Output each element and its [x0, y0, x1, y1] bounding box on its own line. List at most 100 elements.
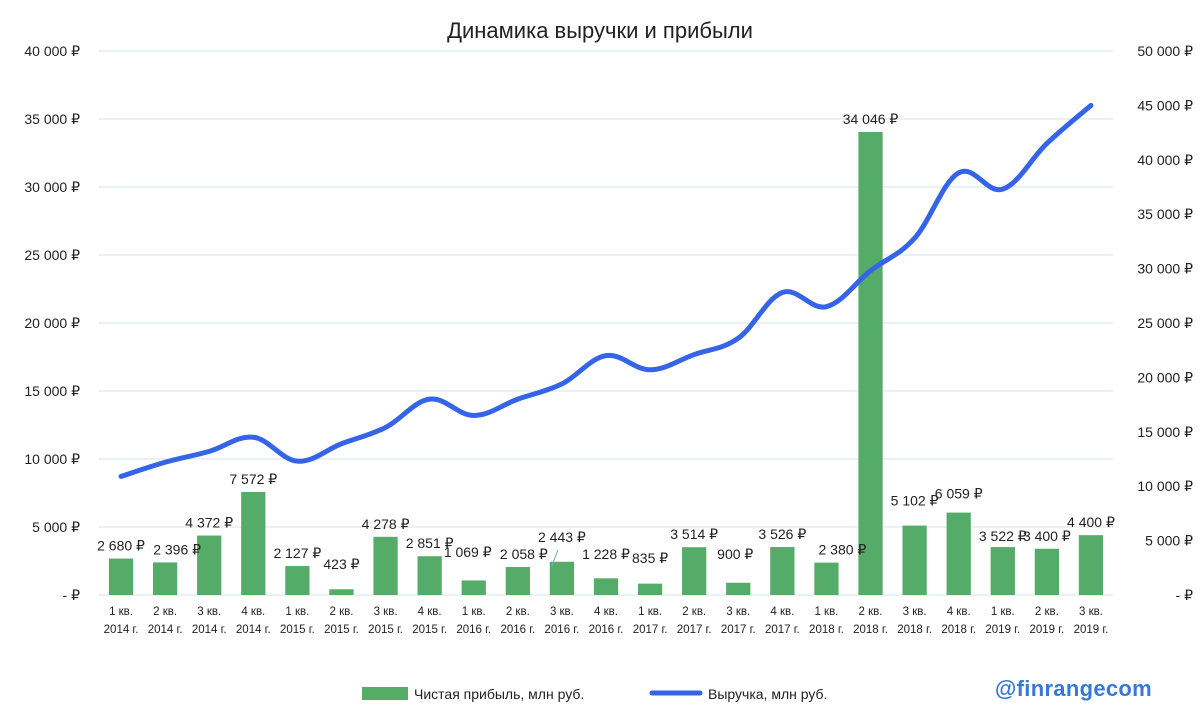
- category-label-year: 2014 г.: [192, 624, 227, 636]
- category-label-quarter: 3 кв.: [197, 606, 221, 618]
- bar: [814, 562, 839, 595]
- bar-data-label: 3 514 ₽: [670, 526, 718, 542]
- category-label-year: 2016 г.: [500, 624, 535, 636]
- category-label-quarter: 2 кв.: [153, 606, 177, 618]
- bar-data-label: 2 380 ₽: [819, 542, 867, 558]
- left-axis-tick-label: - ₽: [63, 587, 81, 603]
- bar-data-label: 4 400 ₽: [1067, 514, 1115, 530]
- category-label-quarter: 3 кв.: [726, 606, 750, 618]
- category-label-year: 2019 г.: [1074, 624, 1109, 636]
- category-label-quarter: 3 кв.: [1079, 606, 1103, 618]
- right-axis: - ₽ 5 000 ₽ 10 000 ₽ 15 000 ₽ 20 000 ₽ 25 000…: [1137, 43, 1193, 603]
- bar: [153, 562, 178, 595]
- legend: Чистая прибыль, млн руб. Выручка, млн ру…: [362, 686, 827, 702]
- category-label-quarter: 1 кв.: [814, 606, 838, 618]
- category-label-year: 2015 г.: [412, 624, 447, 636]
- gridlines: [99, 50, 1113, 596]
- category-labels: 1 кв. 2014 г. 2 кв. 2014 г. 3 кв. 2014 г. 4 кв…: [104, 606, 1109, 636]
- category-label-year: 2015 г.: [280, 624, 315, 636]
- bar: [726, 582, 751, 595]
- category-label-quarter: 2 кв.: [1035, 606, 1059, 618]
- category-label-year: 2018 г.: [809, 624, 844, 636]
- category-label-quarter: 4 кв.: [594, 606, 618, 618]
- bar: [770, 547, 795, 595]
- right-axis-tick-label: 15 000 ₽: [1137, 424, 1193, 440]
- category-label-quarter: 1 кв.: [462, 606, 486, 618]
- category-label-year: 2014 г.: [104, 624, 139, 636]
- bar-data-label: 835 ₽: [632, 550, 668, 566]
- category-label-quarter: 4 кв.: [241, 606, 265, 618]
- right-axis-tick-label: 45 000 ₽: [1137, 97, 1193, 113]
- bar: [1034, 548, 1059, 595]
- category-label-quarter: 4 кв.: [418, 606, 442, 618]
- left-axis: - ₽ 5 000 ₽ 10 000 ₽ 15 000 ₽ 20 000 ₽ 25 000…: [24, 43, 80, 603]
- category-label-year: 2017 г.: [633, 624, 668, 636]
- category-label-year: 2015 г.: [324, 624, 359, 636]
- category-label-year: 2017 г.: [765, 624, 800, 636]
- bar: [946, 512, 971, 595]
- bar-data-label: 2 127 ₽: [273, 545, 321, 561]
- right-axis-tick-label: 40 000 ₽: [1137, 152, 1193, 168]
- bar-series: [108, 131, 1104, 595]
- category-label-quarter: 1 кв.: [285, 606, 309, 618]
- revenue-line: [118, 102, 1094, 479]
- left-axis-tick-label: 30 000 ₽: [24, 179, 80, 195]
- bar-data-label: 2 443 ₽: [538, 529, 586, 545]
- bar-data-label: 1 069 ₽: [444, 544, 492, 560]
- category-label-year: 2018 г.: [941, 624, 976, 636]
- bar-data-label: 3 522 ₽: [979, 528, 1027, 544]
- watermark: @finrangecom: [994, 676, 1152, 701]
- right-axis-tick-label: 35 000 ₽: [1137, 206, 1193, 222]
- right-axis-tick-label: 25 000 ₽: [1137, 315, 1193, 331]
- right-axis-tick-label: - ₽: [1176, 587, 1194, 603]
- category-label-year: 2018 г.: [853, 624, 888, 636]
- bar: [197, 535, 222, 595]
- bar-data-label: 1 228 ₽: [582, 546, 630, 562]
- bar: [990, 547, 1015, 595]
- bar-data-label: 4 372 ₽: [185, 515, 233, 531]
- bar-data-label: 34 046 ₽: [843, 111, 899, 127]
- category-label-quarter: 2 кв.: [859, 606, 883, 618]
- category-label-quarter: 3 кв.: [374, 606, 398, 618]
- category-label-year: 2019 г.: [985, 624, 1020, 636]
- bar: [858, 131, 883, 595]
- category-label-year: 2018 г.: [897, 624, 932, 636]
- bar-data-label: 3 526 ₽: [758, 526, 806, 542]
- legend-swatch-profit: [362, 687, 408, 700]
- chart-title: Динамика выручки и прибыли: [447, 18, 753, 43]
- bar-data-labels: 2 680 ₽ 2 396 ₽ 4 372 ₽ 7 572 ₽ 2 127 ₽423 ₽…: [97, 111, 1115, 572]
- legend-label-profit: Чистая прибыль, млн руб.: [414, 686, 584, 702]
- category-label-year: 2014 г.: [148, 624, 183, 636]
- bar-data-label: 4 278 ₽: [362, 516, 410, 532]
- line-series: [118, 102, 1094, 479]
- label-leader-line: [551, 549, 559, 566]
- bar-data-label: 900 ₽: [717, 546, 753, 562]
- bar-data-label: 2 396 ₽: [153, 541, 201, 557]
- category-label-year: 2017 г.: [721, 624, 756, 636]
- right-axis-tick-label: 20 000 ₽: [1137, 369, 1193, 385]
- category-label-year: 2014 г.: [236, 624, 271, 636]
- left-axis-tick-label: 25 000 ₽: [24, 247, 80, 263]
- bar-data-label: 2 058 ₽: [500, 546, 548, 562]
- category-label-year: 2016 г.: [545, 624, 580, 636]
- category-label-quarter: 1 кв.: [109, 606, 133, 618]
- bar-data-label: 2 851 ₽: [406, 535, 454, 551]
- bar: [329, 589, 354, 595]
- category-label-year: 2016 г.: [456, 624, 491, 636]
- bar: [682, 547, 707, 595]
- bar-data-label: 3 400 ₽: [1023, 528, 1071, 544]
- left-axis-tick-label: 10 000 ₽: [24, 451, 80, 467]
- category-label-quarter: 2 кв.: [330, 606, 354, 618]
- category-label-quarter: 3 кв.: [903, 606, 927, 618]
- category-label-quarter: 2 кв.: [682, 606, 706, 618]
- bar-data-label: 6 059 ₽: [935, 486, 983, 502]
- bar: [593, 578, 619, 595]
- category-label-year: 2017 г.: [677, 624, 712, 636]
- left-axis-tick-label: 5 000 ₽: [32, 519, 80, 535]
- bar-data-label: 5 102 ₽: [891, 493, 939, 509]
- left-axis-tick-label: 15 000 ₽: [24, 383, 80, 399]
- left-axis-tick-label: 35 000 ₽: [24, 111, 80, 127]
- bar: [241, 492, 266, 595]
- bar: [505, 567, 530, 595]
